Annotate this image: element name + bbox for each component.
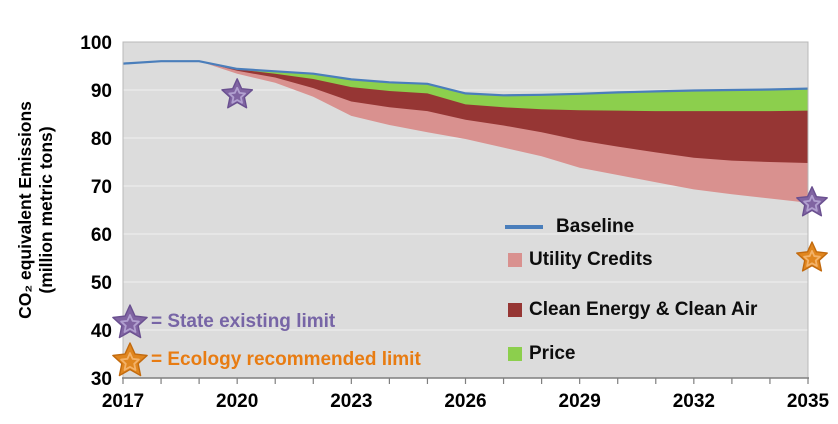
legend-label-price: Price — [529, 343, 576, 364]
purple-star-glyph — [112, 304, 148, 339]
y-tick-label-90: 90 — [91, 81, 112, 102]
x-tick-label-2035: 2035 — [787, 391, 830, 412]
y-tick-label-80: 80 — [91, 129, 112, 150]
y-tick-label-50: 50 — [91, 273, 112, 294]
legend-item-utility-credits: Utility Credits — [508, 247, 653, 273]
legend-label-utility-credits: Utility Credits — [529, 249, 653, 270]
purple-limit-star-marker-2020 — [221, 78, 254, 109]
state-existing-limit-label: = State existing limit — [151, 311, 336, 332]
price-swatch — [508, 347, 522, 361]
y-axis-title-line2: (million metric tons) — [36, 126, 57, 294]
x-tick-label-2023: 2023 — [330, 391, 372, 412]
y-tick-label-100: 100 — [80, 33, 112, 54]
y-tick-label-60: 60 — [91, 225, 112, 246]
purple-limit-star-marker-2035 — [796, 186, 828, 217]
x-tick-label-2020: 2020 — [216, 391, 258, 412]
orange-limit-star-marker-2035 — [796, 241, 828, 272]
baseline-line — [122, 60, 809, 97]
x-tick-label-2029: 2029 — [559, 391, 601, 412]
purple-star-icon — [110, 302, 150, 342]
price-area — [123, 61, 808, 112]
x-tick-label-2032: 2032 — [673, 391, 715, 412]
legend-item-price: Price — [508, 341, 575, 367]
ecology-recommended-limit-label: = Ecology recommended limit — [151, 349, 421, 370]
legend-item-baseline: Baseline — [505, 214, 634, 240]
x-tick-label-2017: 2017 — [102, 391, 144, 412]
legend-label-clean-energy: Clean Energy & Clean Air — [529, 299, 758, 320]
baseline-line-swatch — [505, 225, 543, 229]
ecology-recommended-limit-key: = Ecology recommended limit — [110, 340, 421, 380]
purple-star-shape — [112, 304, 148, 339]
y-tick-label-70: 70 — [91, 177, 112, 198]
x-tick-label-2026: 2026 — [444, 391, 486, 412]
y-axis-title: CO₂ equivalent Emissions (million metric… — [15, 30, 61, 390]
y-axis-title-line1: CO₂ equivalent Emissions — [15, 101, 35, 319]
y-tick-label-30: 30 — [91, 369, 112, 390]
state-existing-limit-key: = State existing limit — [110, 302, 335, 342]
clean-energy-swatch — [508, 303, 522, 317]
orange-star-glyph — [112, 342, 148, 377]
legend-label-baseline: Baseline — [556, 216, 635, 237]
clean-energy-area — [123, 61, 808, 164]
y-tick-label-40: 40 — [91, 321, 112, 342]
legend-item-clean-energy: Clean Energy & Clean Air — [508, 297, 757, 323]
orange-star-icon — [110, 340, 150, 380]
utility-credits-swatch — [508, 253, 522, 267]
orange-star-shape — [112, 342, 148, 377]
